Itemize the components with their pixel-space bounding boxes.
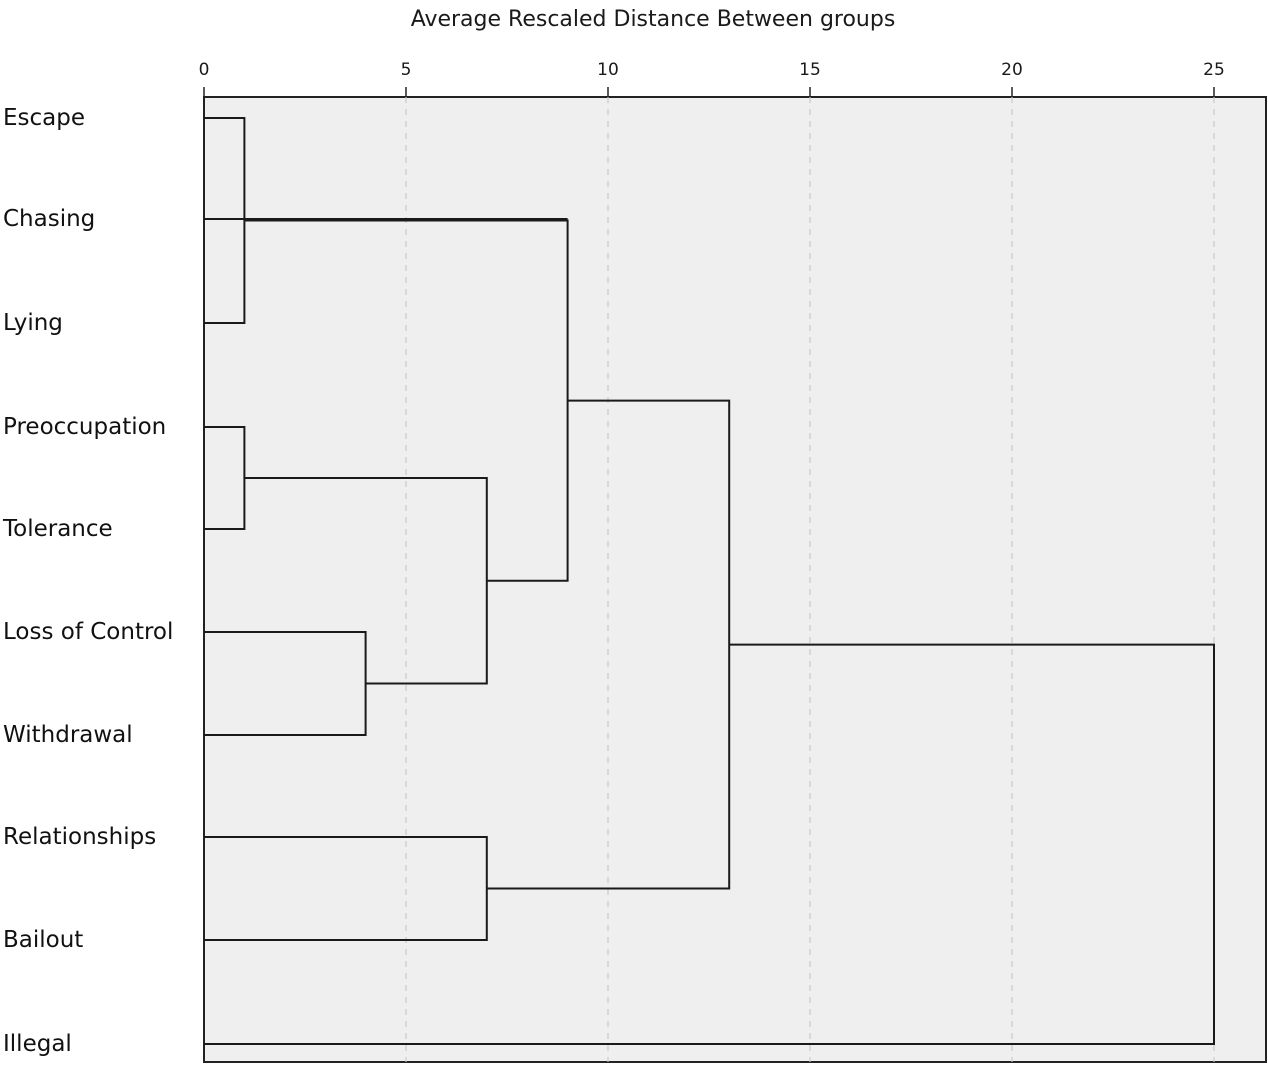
plot-area: 0 5 10 15 20 25 Escape Chasing Lying Preoccupatio… <box>2 60 1267 1063</box>
leaf-label-tolerance: Tolerance <box>2 516 113 542</box>
x-tick-label-20: 20 <box>1001 60 1023 80</box>
dendrogram-link-8 <box>204 643 1215 1045</box>
leaf-label-chasing: Chasing <box>3 206 95 232</box>
x-tick-label-0: 0 <box>199 60 210 80</box>
x-tick-label-10: 10 <box>597 60 619 80</box>
leaf-label-relationships: Relationships <box>3 824 156 850</box>
leaf-label-escape: Escape <box>3 105 85 131</box>
x-tick-label-15: 15 <box>799 60 821 80</box>
leaf-label-preoccupation: Preoccupation <box>3 414 166 440</box>
x-tick-label-5: 5 <box>401 60 412 80</box>
leaf-label-bailout: Bailout <box>3 927 83 953</box>
x-tick-label-25: 25 <box>1203 60 1225 80</box>
leaf-label-withdrawal: Withdrawal <box>3 722 133 748</box>
leaf-label-loss-of-control: Loss of Control <box>3 619 173 645</box>
leaf-label-lying: Lying <box>3 310 63 336</box>
chart-title: Average Rescaled Distance Between groups <box>411 7 896 32</box>
plot-frame <box>203 96 1267 1063</box>
leaf-label-illegal: Illegal <box>3 1031 72 1057</box>
